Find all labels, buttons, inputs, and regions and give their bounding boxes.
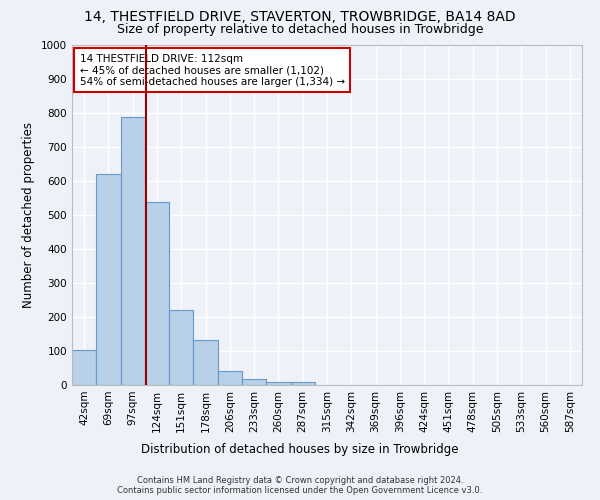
Bar (169, 310, 193, 385)
Bar (266, 382, 290, 385)
Text: 14, THESTFIELD DRIVE, STAVERTON, TROWBRIDGE, BA14 8AD: 14, THESTFIELD DRIVE, STAVERTON, TROWBRI… (84, 10, 516, 24)
Text: 14 THESTFIELD DRIVE: 112sqm
← 45% of detached houses are smaller (1,102)
54% of : 14 THESTFIELD DRIVE: 112sqm ← 45% of det… (80, 54, 345, 86)
Y-axis label: Number of detached properties: Number of detached properties (22, 122, 35, 308)
Bar (96, 174, 121, 385)
Bar (72, 350, 96, 385)
Bar (290, 382, 315, 385)
Bar (242, 379, 266, 385)
Bar (121, 118, 145, 385)
Bar (218, 370, 242, 385)
Bar (193, 340, 218, 385)
Bar (145, 202, 169, 385)
Text: Contains HM Land Registry data © Crown copyright and database right 2024.
Contai: Contains HM Land Registry data © Crown c… (118, 476, 482, 495)
Text: Size of property relative to detached houses in Trowbridge: Size of property relative to detached ho… (117, 22, 483, 36)
Text: Distribution of detached houses by size in Trowbridge: Distribution of detached houses by size … (141, 442, 459, 456)
